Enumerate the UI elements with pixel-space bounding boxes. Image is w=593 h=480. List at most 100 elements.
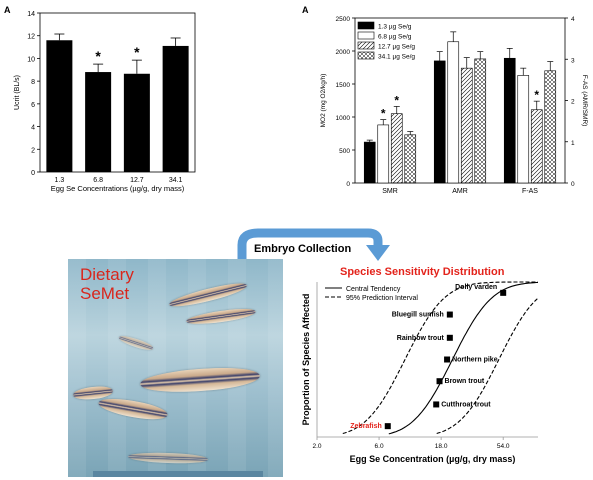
- data-point: [436, 378, 443, 385]
- x-tick-label: SMR: [382, 188, 398, 195]
- x-tick-label: 2.0: [312, 443, 321, 450]
- bar: [447, 41, 460, 184]
- bar: [363, 141, 376, 184]
- y-tick-label: 2: [31, 147, 35, 154]
- arrow-label: Embryo Collection: [254, 243, 352, 255]
- arrow-head: [366, 245, 390, 261]
- data-point: [384, 423, 391, 430]
- y-tick-label: 14: [27, 11, 35, 18]
- photo-title-line2: SeMet: [80, 284, 130, 303]
- chart-title: Species Sensitivity Distribution: [340, 266, 505, 278]
- y-right-tick-label: 2: [571, 99, 575, 106]
- prediction-interval-upper: [436, 297, 539, 435]
- point-label: Bluegill sunfish: [392, 312, 444, 319]
- legend-swatch: [357, 41, 375, 50]
- significance-marker: *: [394, 93, 399, 107]
- legend-label: 12.7 µg Se/g: [378, 44, 415, 51]
- bar: [162, 45, 189, 172]
- legend-swatch: [357, 31, 375, 40]
- y-tick-label: 0: [346, 181, 350, 188]
- legend-label: Central Tendency: [346, 286, 401, 293]
- y-tick-label: 500: [339, 148, 350, 155]
- zebrafish-photo: Dietary SeMet: [68, 259, 283, 477]
- y-axis-label: Ucrit (BL/s): [14, 75, 21, 110]
- bar: [474, 58, 487, 184]
- photo-title: Dietary SeMet: [80, 265, 134, 303]
- y-right-tick-label: 1: [571, 140, 575, 147]
- legend-label: 1.3 µg Se/g: [378, 24, 412, 31]
- bar: [123, 73, 150, 172]
- y-tick-label: 6: [31, 102, 35, 109]
- bar: [503, 57, 516, 184]
- y-axis-label: MO2 (mg O2/kg/h): [320, 74, 327, 128]
- panel-label: A: [302, 5, 309, 15]
- point-label: Brown trout: [445, 378, 485, 385]
- significance-marker: *: [534, 88, 539, 102]
- prediction-interval-lower: [342, 281, 538, 435]
- y-right-tick-label: 3: [571, 57, 575, 64]
- x-tick-label: 12.7: [130, 177, 144, 184]
- data-point: [433, 401, 440, 408]
- bar: [517, 75, 530, 184]
- y-axis-label: Proportion of Species Affected: [301, 294, 311, 426]
- bar: [460, 67, 473, 184]
- significance-marker: *: [95, 48, 101, 64]
- significance-marker: *: [381, 107, 386, 121]
- central-tendency-curve: [388, 281, 538, 435]
- y-right-tick-label: 4: [571, 16, 575, 23]
- y-tick-label: 10: [27, 56, 35, 63]
- y-tick-label: 0: [31, 170, 35, 177]
- data-point: [446, 334, 453, 341]
- bar: [46, 40, 73, 172]
- bar: [377, 124, 390, 184]
- y-tick-label: 1500: [336, 82, 351, 89]
- bar: [404, 134, 417, 184]
- significance-marker: *: [134, 44, 140, 60]
- bar: [530, 109, 543, 184]
- point-label: Rainbow trout: [397, 335, 445, 342]
- point-label: Cutthroat trout: [441, 401, 491, 408]
- legend-label: 6.8 µg Se/g: [378, 34, 412, 41]
- x-axis-label: Egg Se Concentration (µg/g, dry mass): [350, 454, 516, 464]
- y-tick-label: 12: [27, 34, 35, 41]
- panel-label: A: [4, 5, 11, 15]
- bar: [433, 60, 446, 184]
- x-tick-label: 18.0: [435, 443, 448, 450]
- photo-title-line1: Dietary: [80, 265, 134, 284]
- x-tick-label: 6.8: [93, 177, 103, 184]
- bar: [544, 70, 557, 184]
- tank-glass: [68, 259, 283, 477]
- point-label: Zebrafish: [350, 423, 382, 430]
- y-tick-label: 8: [31, 79, 35, 86]
- y-tick-label: 2000: [336, 49, 351, 56]
- legend-label: 34.1 µg Se/g: [378, 54, 415, 61]
- x-tick-label: 6.0: [375, 443, 384, 450]
- legend-label: 95% Prediction Interval: [346, 295, 418, 302]
- x-tick-label: 54.0: [497, 443, 510, 450]
- y-tick-label: 2500: [336, 16, 351, 23]
- plot-frame: [39, 12, 196, 173]
- species-sensitivity-chart: Species Sensitivity Distribution Proporti…: [301, 266, 539, 464]
- mo2-grouped-bar-chart: 0 500 1000 1500 2000 2500 0 1 2 3 4 A MO2 (mg O2/kg/…: [302, 5, 588, 195]
- bar: [85, 72, 112, 172]
- x-tick-label: 34.1: [169, 177, 183, 184]
- legend-swatch: [357, 21, 375, 30]
- ucrit-bar-chart: 0 2 4 6 8 10 12 14 A Ucrit (BL/s) 1.3 * 6.8 * 12.7 34.1…: [4, 5, 196, 193]
- x-tick-label: AMR: [452, 188, 468, 195]
- y-tick-label: 1000: [336, 115, 351, 122]
- legend-swatch: [357, 51, 375, 60]
- x-tick-label: F-AS: [522, 188, 538, 195]
- data-point: [444, 356, 451, 363]
- point-label: Northern pike: [452, 357, 498, 364]
- y-right-tick-label: 0: [571, 181, 575, 188]
- data-point: [500, 289, 507, 296]
- x-axis-label: Egg Se Concentrations (µg/g, dry mass): [51, 184, 185, 193]
- point-label: Dolly varden: [455, 284, 497, 291]
- x-tick-label: 1.3: [55, 177, 65, 184]
- bar: [390, 113, 403, 184]
- y-tick-label: 4: [31, 125, 35, 132]
- tank-ledge: [93, 471, 263, 477]
- data-point: [446, 311, 453, 318]
- y-right-axis-label: F-AS (AMR/SMR): [581, 75, 588, 127]
- embryo-collection-arrow: [237, 228, 390, 265]
